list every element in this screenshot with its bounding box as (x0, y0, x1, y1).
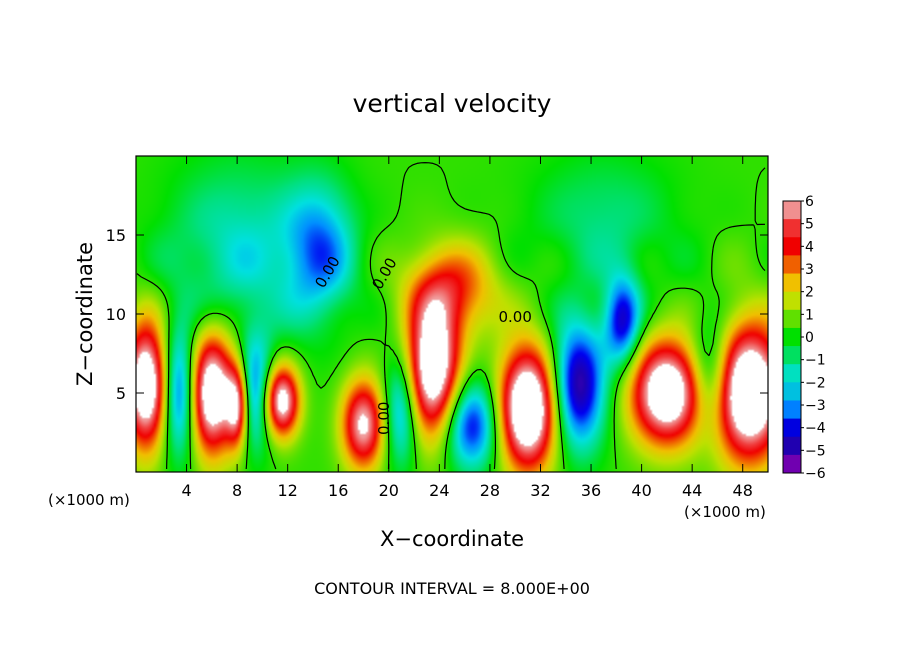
colorbar-label: 6 (805, 194, 814, 210)
colorbar-swatch (783, 382, 801, 401)
x-tick-label: 32 (530, 481, 550, 500)
y-tick-label: 10 (106, 305, 126, 324)
x-unit-label-left: (×1000 m) (48, 491, 130, 509)
colorbar-label: 2 (805, 285, 814, 301)
colorbar-swatch (783, 418, 801, 438)
colorbar-label: 0 (805, 330, 814, 346)
colorbar-label: 5 (805, 217, 814, 233)
colorbar-label: −3 (805, 398, 826, 414)
contour-label: 0.00 (498, 308, 531, 326)
contour-label: 0.00 (375, 402, 393, 435)
plot-area: 0.000.000.000.00 (135, 155, 769, 473)
x-tick-label: 8 (232, 481, 242, 500)
colorbar-swatch (783, 291, 801, 311)
colorbar-label: −6 (805, 466, 826, 482)
x-tick-label: 36 (581, 481, 601, 500)
colorbar-swatch (783, 454, 801, 474)
colorbar-swatch (783, 219, 801, 238)
colorbar-swatch (783, 309, 801, 329)
colorbar-swatch (783, 400, 801, 420)
velocity-field (136, 156, 768, 472)
x-tick-label: 40 (631, 481, 651, 500)
chart-title: vertical velocity (353, 89, 552, 118)
colorbar-swatch (783, 201, 801, 220)
colorbar-label: 4 (805, 239, 814, 255)
colorbar-label: −4 (805, 421, 826, 437)
colorbar-swatch (783, 436, 801, 456)
colorbar: 6 5 4 3 2 1 0 −1 −2 −3 −4 −5 −6 (782, 194, 826, 482)
colorbar-swatch (783, 273, 801, 293)
colorbar-swatch (783, 364, 801, 383)
colorbar-swatch (783, 255, 801, 275)
y-tick-label: 5 (116, 384, 126, 403)
colorbar-label: 1 (805, 307, 814, 323)
x-tick-label: 44 (682, 481, 702, 500)
y-tick-label: 15 (106, 226, 126, 245)
colorbar-label: −1 (805, 353, 826, 369)
zero-contours (136, 162, 766, 470)
colorbar-label: −2 (805, 375, 826, 391)
x-tick-label: 24 (429, 481, 449, 500)
colorbar-label: 3 (805, 262, 814, 278)
x-axis: 4 8 12 16 20 24 28 32 36 40 44 48 (181, 156, 753, 500)
zero-contour-line (136, 162, 766, 470)
x-tick-label: 48 (733, 481, 753, 500)
x-tick-label: 20 (379, 481, 399, 500)
colorbar-label: −5 (805, 443, 826, 459)
contour-interval-note: CONTOUR INTERVAL = 8.000E+00 (314, 579, 590, 598)
x-tick-label: 28 (480, 481, 500, 500)
colorbar-swatch (783, 327, 801, 347)
y-axis: 5 10 15 (106, 226, 768, 403)
colorbar-swatch (783, 346, 801, 365)
x-tick-label: 12 (278, 481, 298, 500)
x-axis-label: X−coordinate (380, 527, 524, 551)
y-axis-label: Z−coordinate (73, 242, 97, 386)
colorbar-swatch (783, 237, 801, 256)
x-tick-label: 4 (181, 481, 191, 500)
x-unit-label-right: (×1000 m) (684, 503, 766, 521)
x-tick-label: 16 (328, 481, 348, 500)
